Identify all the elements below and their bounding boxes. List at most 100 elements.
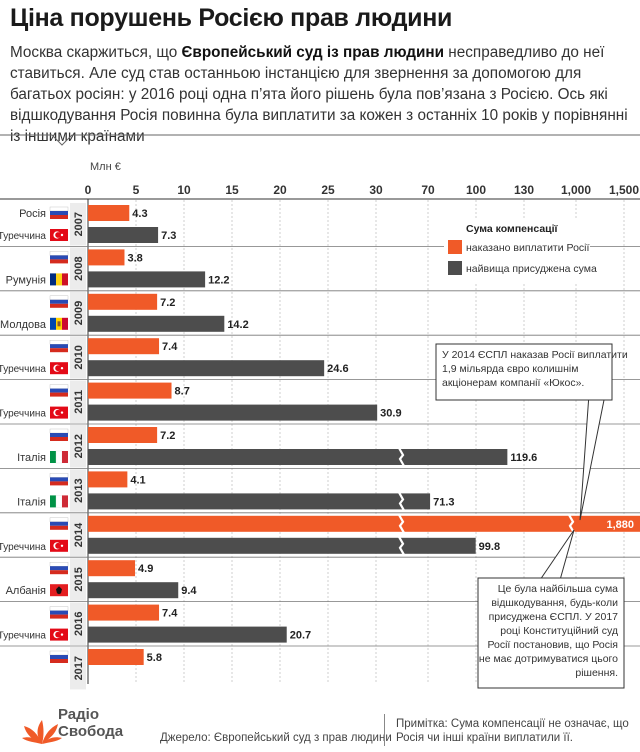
bar-value-label: 7.3 — [161, 230, 176, 242]
axis-tick-label: 130 — [514, 183, 534, 197]
bar-russia — [88, 471, 128, 488]
year-box — [70, 380, 86, 423]
flag-russia-icon — [49, 384, 69, 397]
bar-value-label: 71.3 — [433, 496, 454, 508]
flag-russia-icon — [49, 295, 69, 308]
legend-item-label: наказано виплатити Росії — [466, 242, 589, 254]
logo-line-2: Свобода — [58, 723, 124, 740]
bar-russia — [88, 338, 160, 355]
flag-turkey-icon — [50, 362, 68, 375]
legend-box — [444, 220, 590, 282]
axis-tick-label: 25 — [321, 183, 335, 197]
year-label: 2016 — [73, 612, 85, 636]
flag-russia-icon — [49, 339, 69, 353]
axis-break-mark — [398, 491, 405, 511]
callout-text-line: У 2014 ЄСПЛ наказав Росії виплатити — [442, 349, 628, 361]
country-label: Туреччина — [0, 631, 46, 642]
year-label: 2011 — [73, 390, 85, 414]
callout-text-line: 1,9 мільярда євро колишнім — [442, 363, 578, 375]
intro-court-name: Європейський суд із прав людини — [181, 44, 445, 61]
legend-swatch — [448, 261, 462, 275]
legend-title: Сума компенсації — [466, 223, 559, 235]
year-box — [70, 336, 86, 379]
logo-text: Радіо Свобода — [58, 706, 123, 740]
year-box — [70, 513, 86, 557]
axis-tick-label: 30 — [369, 183, 383, 197]
flag-turkey-icon — [50, 539, 68, 552]
year-group-2009: 2009 7.2 Молдова 14.2 — [0, 290, 640, 335]
bar-max — [88, 537, 476, 554]
country-label: Молдова — [0, 319, 47, 331]
axis-tick-label: 0 — [85, 183, 92, 197]
compensation-chart: Млн € 0 5 10 15 20 25 30 70 100 130 1,000 1,500 2007 Р… — [0, 161, 640, 690]
bar-value-label: 9.4 — [181, 585, 197, 597]
year-box — [70, 558, 86, 601]
callout-text-line: акціонерам компанії «Юкос». — [442, 377, 584, 389]
bar-value-label: 99.8 — [479, 541, 500, 553]
bar-value-label: 3.8 — [127, 252, 142, 264]
axis-tick-label: 20 — [273, 183, 287, 197]
bar-max — [88, 227, 159, 243]
axis-tick-label: 15 — [225, 183, 239, 197]
page-title: Ціна порушень Росією прав людини — [10, 4, 453, 32]
annotation-yukos: У 2014 ЄСПЛ наказав Росії виплатити 1,9 м… — [435, 343, 628, 521]
year-label: 2012 — [73, 434, 85, 458]
bar-max — [88, 360, 325, 377]
flag-albania-icon — [50, 584, 68, 597]
annotation-largest: Це була найбільша сума відшкодування, буд… — [477, 529, 625, 689]
year-box — [70, 247, 86, 290]
bar-value-label: 12.2 — [208, 274, 229, 286]
radio-svoboda-logo — [22, 720, 62, 744]
axis-break-mark — [398, 447, 405, 467]
callout-box — [435, 343, 613, 401]
bar-value-label: 4.1 — [130, 474, 145, 486]
intro-text: Москва скаржиться, що Європейський суд і… — [10, 42, 632, 147]
bar-value-label: 7.2 — [160, 430, 175, 442]
country-label: Росія — [19, 208, 46, 220]
flag-russia-icon — [49, 251, 69, 264]
axis-tick-label: 10 — [177, 183, 191, 197]
bar-russia — [88, 249, 125, 266]
bar-value-label: 7.4 — [162, 341, 178, 353]
bar-russia — [88, 427, 158, 443]
year-label: 2013 — [73, 478, 85, 502]
bar-russia — [88, 604, 160, 621]
axis-break-mark — [398, 536, 405, 556]
callout-text-line: не має дотримуватися цього — [479, 653, 618, 665]
axis-tick-label: 1,000 — [561, 183, 591, 197]
axis-tick-label: 5 — [133, 183, 140, 197]
bar-value-label: 24.6 — [327, 363, 348, 375]
callout-text-line: році Конституційний суд — [500, 625, 618, 637]
year-box — [70, 291, 86, 335]
bar-value-label: 5.8 — [147, 652, 162, 664]
year-label: 2015 — [73, 567, 85, 591]
year-label: 2017 — [73, 656, 85, 680]
year-box — [70, 469, 86, 512]
bar-russia — [88, 515, 640, 532]
bar-max — [88, 404, 378, 421]
flag-italy-icon — [50, 450, 68, 464]
intro-part-2: несправедливо до неї ставиться. Але суд … — [10, 44, 628, 145]
callout-text-line: відшкодування, будь-коли — [491, 597, 618, 609]
year-label: 2007 — [73, 212, 85, 236]
axis-break-mark — [398, 514, 405, 534]
year-label: 2009 — [73, 301, 85, 325]
legend-item-label: найвища присуджена сума — [466, 263, 597, 275]
year-box — [70, 602, 86, 645]
axis-tick-label: 1,500 — [609, 183, 639, 197]
callout-box — [477, 577, 625, 689]
year-group-2013: 2013 4.1 Італія 71.3 — [0, 467, 640, 512]
flag-italy-icon — [50, 495, 68, 508]
bar-max — [88, 582, 179, 599]
flag-turkey-icon — [50, 229, 68, 241]
bar-russia — [88, 560, 136, 577]
footnote: Примітка: Сума компенсації не означає, щ… — [396, 718, 629, 744]
year-box — [70, 203, 86, 246]
header-divider — [0, 134, 640, 146]
flag-russia-icon — [49, 473, 69, 486]
bar-value-label: 30.9 — [380, 408, 401, 420]
bar-value-label: 14.2 — [227, 319, 248, 331]
country-label: Туреччина — [0, 409, 46, 420]
country-label: Туреччина — [0, 231, 46, 242]
bar-value-label: 7.2 — [160, 297, 175, 309]
